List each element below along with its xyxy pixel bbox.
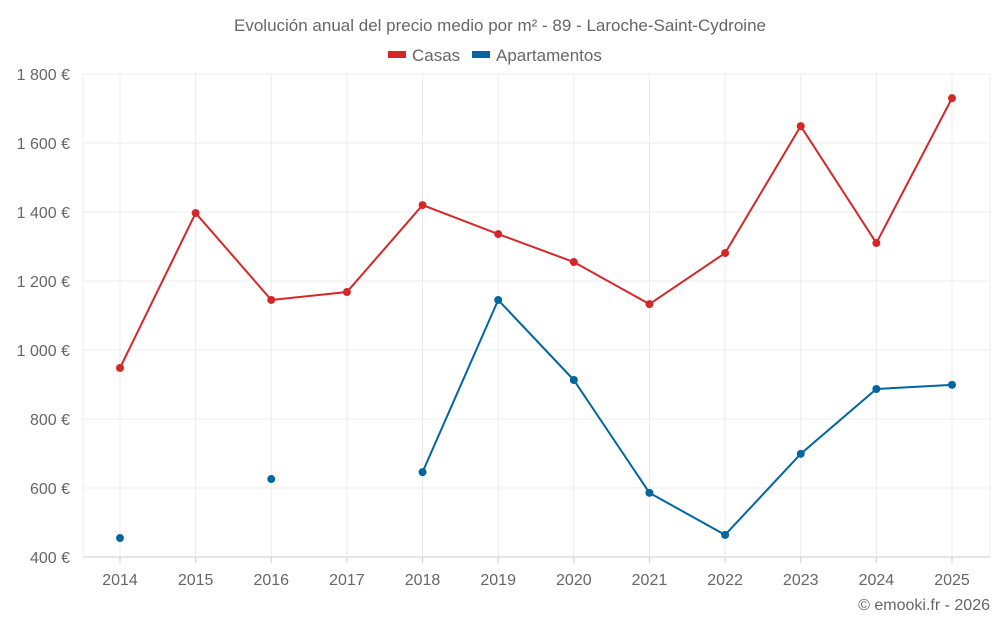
data-point-apartamentos: [116, 534, 124, 543]
data-point-casas: [342, 288, 351, 297]
x-tick-label: 2020: [556, 572, 592, 589]
data-point-apartamentos: [494, 295, 503, 304]
data-point-apartamentos: [872, 384, 881, 393]
data-point-apartamentos: [267, 475, 276, 484]
legend-swatch-apartamentos: [472, 51, 490, 58]
y-tick-label: 1 000 €: [17, 343, 70, 360]
x-tick-label: 2016: [253, 572, 289, 589]
data-point-apartamentos: [569, 376, 578, 385]
data-point-casas: [796, 122, 805, 131]
y-tick-label: 1 200 €: [17, 274, 70, 291]
credit-text: © emooki.fr - 2026: [858, 597, 990, 614]
data-point-casas: [948, 94, 956, 103]
series-line-casas: [119, 97, 953, 369]
y-tick-label: 800 €: [30, 412, 70, 429]
legend-label-apartamentos: Apartamentos: [496, 46, 602, 65]
series-line-apartamentos: [421, 298, 953, 537]
y-tick-label: 1 600 €: [17, 136, 70, 153]
series: [116, 94, 956, 543]
data-point-casas: [116, 363, 124, 372]
data-point-apartamentos: [721, 530, 730, 539]
x-tick-label: 2019: [480, 572, 516, 589]
x-tick-label: 2021: [632, 572, 668, 589]
x-tick-label: 2018: [405, 572, 441, 589]
legend: Casas Apartamentos: [388, 46, 602, 65]
y-tick-label: 1 800 €: [17, 67, 70, 84]
y-tick-label: 600 €: [30, 481, 70, 498]
chart-title: Evolución anual del precio medio por m² …: [234, 16, 766, 35]
data-point-casas: [494, 230, 503, 239]
axes: 400 € 600 € 800 € 1 000 € 1 200 € 1 400 € 1 60…: [17, 67, 970, 589]
data-point-casas: [267, 295, 276, 304]
x-tick-label: 2024: [859, 572, 895, 589]
data-point-casas: [191, 209, 200, 218]
data-point-casas: [645, 300, 654, 309]
grid: [82, 73, 991, 558]
data-point-apartamentos: [796, 449, 805, 458]
x-tick-label: 2014: [102, 572, 138, 589]
x-tick-label: 2017: [329, 572, 365, 589]
data-point-casas: [418, 201, 427, 210]
x-tick-label: 2025: [934, 572, 970, 589]
legend-label-casas: Casas: [412, 46, 460, 65]
data-point-apartamentos: [418, 468, 427, 477]
y-tick-label: 400 €: [30, 550, 70, 567]
data-point-casas: [872, 239, 881, 248]
x-tick-label: 2023: [783, 572, 819, 589]
x-tick-label: 2022: [707, 572, 743, 589]
x-tick-label: 2015: [178, 572, 214, 589]
legend-swatch-casas: [388, 51, 406, 58]
data-point-apartamentos: [948, 380, 956, 389]
y-tick-label: 1 400 €: [17, 205, 70, 222]
data-point-casas: [721, 249, 730, 258]
data-point-casas: [569, 258, 578, 267]
data-point-apartamentos: [645, 488, 654, 497]
